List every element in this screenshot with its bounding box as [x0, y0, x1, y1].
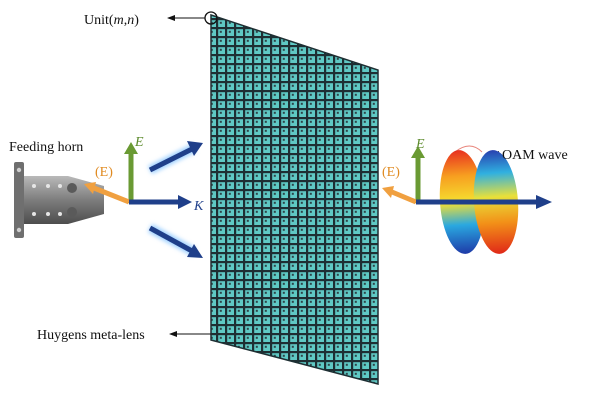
beam-arrow-lower	[147, 224, 203, 258]
right-paren-e-vector	[382, 186, 417, 205]
feeding-horn	[14, 162, 104, 238]
left-paren-e-label: (E)	[95, 165, 113, 180]
right-e-field-vector	[411, 146, 425, 203]
left-e-field-vector	[124, 142, 138, 203]
k-label: K	[193, 199, 204, 214]
huygens-meta-lens-label: Huygens meta-lens	[37, 328, 145, 343]
k-vector	[129, 195, 192, 209]
huygens-meta-lens	[210, 13, 379, 385]
oam-wave-label: OAM wave	[502, 148, 568, 163]
feeding-horn-label: Feeding horn	[9, 140, 83, 155]
right-paren-e-label: (E)	[382, 165, 400, 180]
left-e-label: E	[134, 135, 144, 150]
left-paren-e-vector	[84, 182, 130, 205]
beam-arrow-upper	[147, 141, 203, 175]
propagation-arrow	[416, 195, 552, 209]
right-e-label: E	[415, 137, 425, 152]
unit-label: Unit(m,n)	[84, 13, 139, 28]
